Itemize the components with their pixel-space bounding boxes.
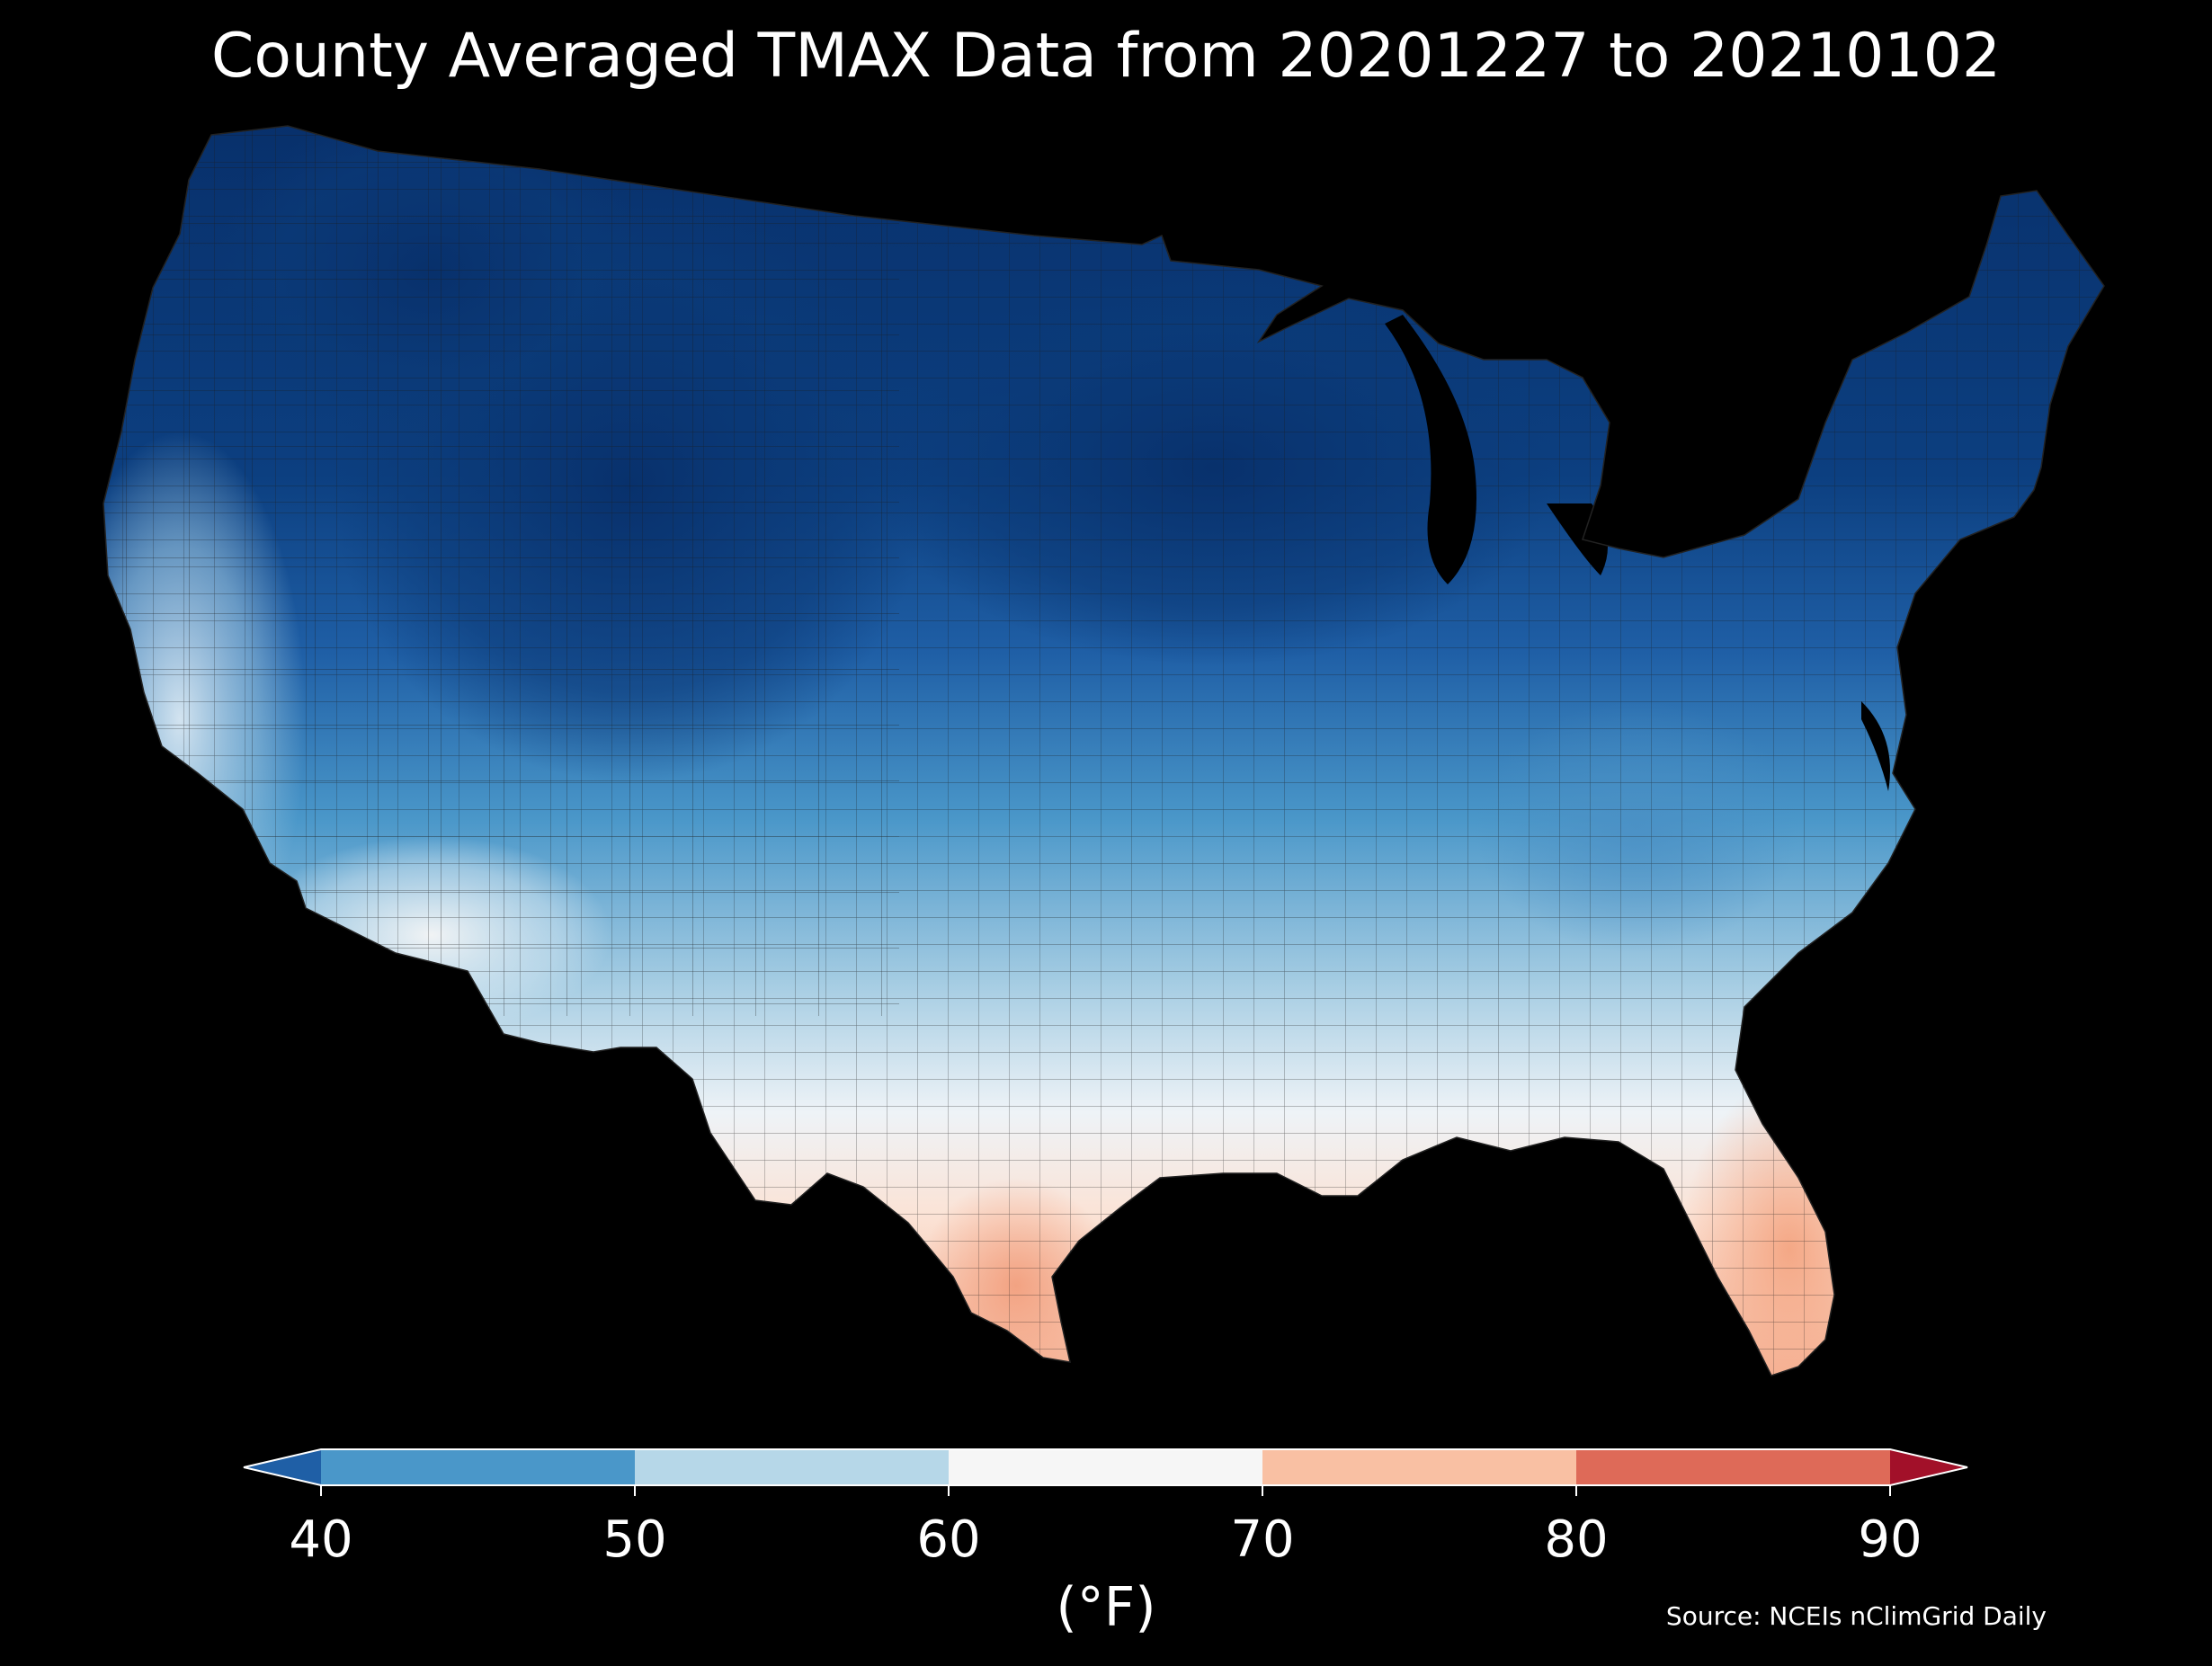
colorbar-tick-label-2: 60 bbox=[916, 1510, 981, 1569]
colorbar-tick-label-3: 70 bbox=[1230, 1510, 1295, 1569]
colorbar-extend-low bbox=[244, 1449, 321, 1485]
colorbar-extend-high bbox=[1890, 1449, 1967, 1485]
map-title: County Averaged TMAX Data from 20201227 … bbox=[210, 21, 2002, 92]
colorbar-tick-label-4: 80 bbox=[1544, 1510, 1609, 1569]
colorbar-unit-label: (°F) bbox=[1056, 1576, 1156, 1639]
colorbar-bin-0 bbox=[321, 1449, 635, 1485]
colorbar-bin-4 bbox=[1576, 1449, 1890, 1485]
colorbar-tick-label-1: 50 bbox=[602, 1510, 667, 1569]
colorbar-bin-2 bbox=[949, 1449, 1262, 1485]
source-credit: Source: NCEIs nClimGrid Daily bbox=[1665, 1601, 2047, 1631]
colorbar-tick-label-0: 40 bbox=[289, 1510, 353, 1569]
colorbar-bin-1 bbox=[635, 1449, 949, 1485]
colorbar-tick-label-5: 90 bbox=[1858, 1510, 1922, 1569]
colorbar-bin-3 bbox=[1262, 1449, 1576, 1485]
